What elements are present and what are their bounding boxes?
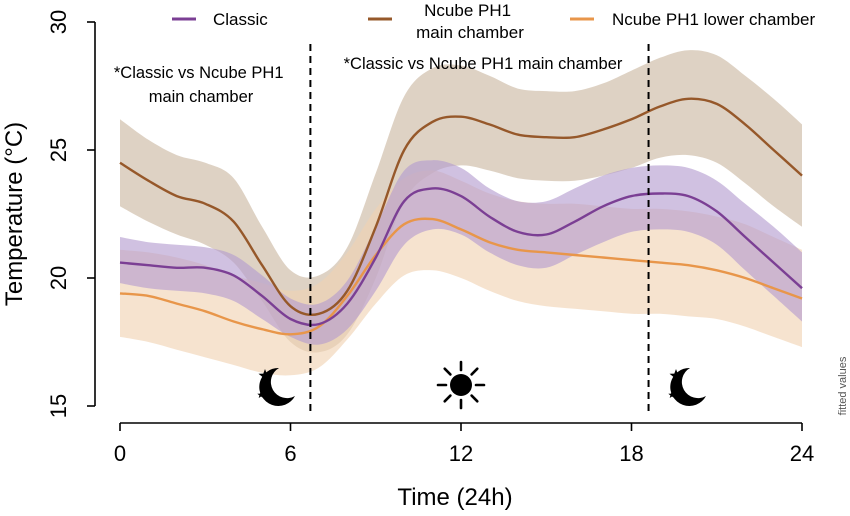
annotation-left-line2: main chamber (149, 88, 254, 106)
x-tick-label-24: 24 (790, 441, 814, 466)
y-tick-label-15: 15 (46, 394, 71, 418)
y-tick-label-30: 30 (46, 10, 71, 34)
moon-stars-icon (257, 367, 295, 406)
fitted-values-note: fitted values (837, 356, 849, 415)
y-axis-ticks: 15 20 25 30 (46, 10, 95, 418)
legend: Classic Ncube PH1 main chamber Ncube PH1… (172, 1, 815, 42)
legend-label-classic: Classic (213, 10, 268, 29)
period-dividers (309, 44, 650, 416)
sun-icon (436, 360, 486, 410)
x-axis-title: Time (24h) (397, 484, 512, 511)
band-ncube-ph1-main-chamber (120, 50, 802, 353)
legend-label-main-chamber-line1: Ncube PH1 (424, 1, 511, 20)
line-ncube-ph1-main-chamber (119, 97, 803, 317)
series-lines (119, 97, 803, 336)
line-classic (119, 187, 803, 327)
legend-label-main-chamber-line2: main chamber (416, 23, 524, 42)
y-tick-label-20: 20 (46, 266, 71, 290)
x-tick-label-18: 18 (619, 441, 643, 466)
confidence-bands (120, 50, 802, 376)
x-tick-label-0: 0 (114, 441, 126, 466)
x-tick-label-6: 6 (284, 441, 296, 466)
line-ncube-ph1-lower-chamber (119, 217, 803, 336)
y-axis-title: Temperature (°C) (1, 122, 28, 306)
y-tick-label-25: 25 (46, 138, 71, 162)
annotation-left-line1: *Classic vs Ncube PH1 (114, 64, 284, 82)
legend-label-lower-chamber: Ncube PH1 lower chamber (612, 10, 815, 29)
moon-stars-icon (668, 367, 706, 406)
x-tick-label-12: 12 (449, 441, 473, 466)
annotation-middle: *Classic vs Ncube PH1 main chamber (344, 55, 623, 73)
band-classic (120, 160, 802, 345)
x-axis-ticks: 0 6 12 18 24 (114, 423, 814, 466)
annotation-left: *Classic vs Ncube PH1 main chamber (114, 64, 288, 106)
legend-label-main-chamber: Ncube PH1 main chamber (416, 1, 524, 42)
